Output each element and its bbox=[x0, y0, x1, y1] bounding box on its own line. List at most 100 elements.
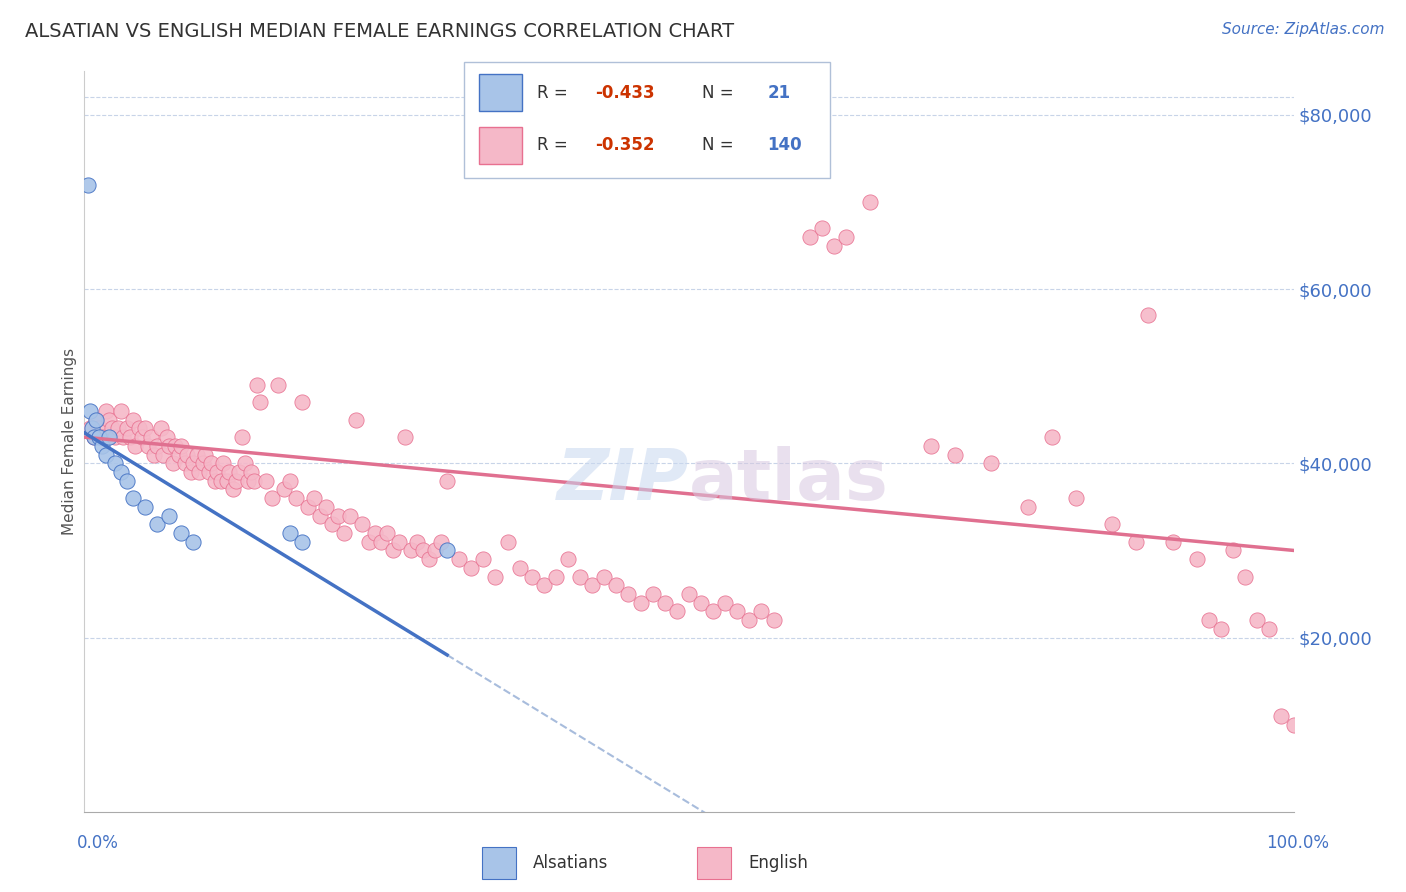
Point bbox=[218, 465, 240, 479]
Point bbox=[149, 421, 172, 435]
Point bbox=[97, 430, 120, 444]
Text: ALSATIAN VS ENGLISH MEDIAN FEMALE EARNINGS CORRELATION CHART: ALSATIAN VS ENGLISH MEDIAN FEMALE EARNIN… bbox=[25, 22, 734, 41]
Point bbox=[678, 587, 700, 601]
Point bbox=[835, 230, 858, 244]
Point bbox=[139, 430, 162, 444]
Point bbox=[520, 569, 543, 583]
Y-axis label: Median Female Earnings: Median Female Earnings bbox=[62, 348, 77, 535]
Text: 21: 21 bbox=[768, 84, 790, 102]
Point bbox=[167, 448, 190, 462]
Point bbox=[394, 430, 416, 444]
Point bbox=[297, 500, 319, 514]
Point bbox=[207, 465, 229, 479]
Point bbox=[702, 604, 724, 618]
Point bbox=[484, 569, 506, 583]
Point bbox=[79, 421, 101, 435]
Point bbox=[209, 474, 232, 488]
Point bbox=[260, 491, 283, 505]
Point bbox=[104, 430, 127, 444]
Point bbox=[194, 448, 217, 462]
Text: -0.433: -0.433 bbox=[596, 84, 655, 102]
Point bbox=[1101, 517, 1123, 532]
Text: ZIP: ZIP bbox=[557, 446, 689, 516]
Point bbox=[436, 474, 458, 488]
Text: R =: R = bbox=[537, 136, 574, 153]
Point bbox=[665, 604, 688, 618]
Point bbox=[399, 543, 422, 558]
Text: -0.352: -0.352 bbox=[596, 136, 655, 153]
Text: atlas: atlas bbox=[689, 446, 889, 516]
Point bbox=[309, 508, 332, 523]
Point bbox=[128, 421, 150, 435]
Point bbox=[83, 430, 105, 444]
Point bbox=[155, 430, 177, 444]
Point bbox=[94, 404, 117, 418]
Point bbox=[472, 552, 495, 566]
Point bbox=[198, 465, 221, 479]
Point bbox=[799, 230, 821, 244]
Text: 140: 140 bbox=[768, 136, 801, 153]
Point bbox=[278, 526, 301, 541]
Point bbox=[101, 421, 124, 435]
Point bbox=[725, 604, 748, 618]
Point bbox=[617, 587, 640, 601]
Point bbox=[191, 456, 214, 470]
Point bbox=[222, 483, 245, 497]
Point bbox=[83, 430, 105, 444]
Point bbox=[436, 543, 458, 558]
Text: N =: N = bbox=[702, 84, 738, 102]
Point bbox=[544, 569, 567, 583]
Point bbox=[1064, 491, 1087, 505]
Point bbox=[94, 448, 117, 462]
Point bbox=[943, 448, 966, 462]
Point bbox=[254, 474, 277, 488]
Point bbox=[273, 483, 295, 497]
Point bbox=[91, 430, 114, 444]
Point bbox=[1234, 569, 1257, 583]
Point bbox=[291, 395, 314, 409]
Point bbox=[1198, 613, 1220, 627]
Point bbox=[240, 465, 263, 479]
Point bbox=[654, 596, 676, 610]
Point bbox=[1040, 430, 1063, 444]
Point bbox=[215, 474, 238, 488]
Point bbox=[357, 534, 380, 549]
Point bbox=[460, 561, 482, 575]
Point bbox=[1282, 717, 1305, 731]
Point bbox=[204, 474, 226, 488]
FancyBboxPatch shape bbox=[697, 847, 731, 880]
Point bbox=[370, 534, 392, 549]
Point bbox=[134, 421, 156, 435]
Point bbox=[231, 430, 253, 444]
Point bbox=[509, 561, 531, 575]
Point bbox=[121, 413, 143, 427]
Point bbox=[121, 491, 143, 505]
Point bbox=[581, 578, 603, 592]
Point bbox=[412, 543, 434, 558]
Point bbox=[186, 448, 208, 462]
Point bbox=[321, 517, 343, 532]
Point bbox=[104, 456, 127, 470]
Point bbox=[110, 465, 132, 479]
Text: Source: ZipAtlas.com: Source: ZipAtlas.com bbox=[1222, 22, 1385, 37]
Point bbox=[363, 526, 385, 541]
Point bbox=[291, 534, 314, 549]
Point bbox=[134, 500, 156, 514]
Point bbox=[980, 456, 1002, 470]
Point bbox=[920, 439, 942, 453]
Point bbox=[242, 474, 264, 488]
FancyBboxPatch shape bbox=[464, 62, 830, 178]
Point bbox=[328, 508, 350, 523]
Point bbox=[87, 421, 110, 435]
Point bbox=[690, 596, 713, 610]
Point bbox=[714, 596, 737, 610]
Point bbox=[333, 526, 356, 541]
Point bbox=[1222, 543, 1244, 558]
Point bbox=[302, 491, 325, 505]
Point bbox=[418, 552, 440, 566]
Point bbox=[1185, 552, 1208, 566]
Point bbox=[641, 587, 664, 601]
Point bbox=[762, 613, 785, 627]
Point bbox=[375, 526, 398, 541]
Point bbox=[157, 439, 180, 453]
